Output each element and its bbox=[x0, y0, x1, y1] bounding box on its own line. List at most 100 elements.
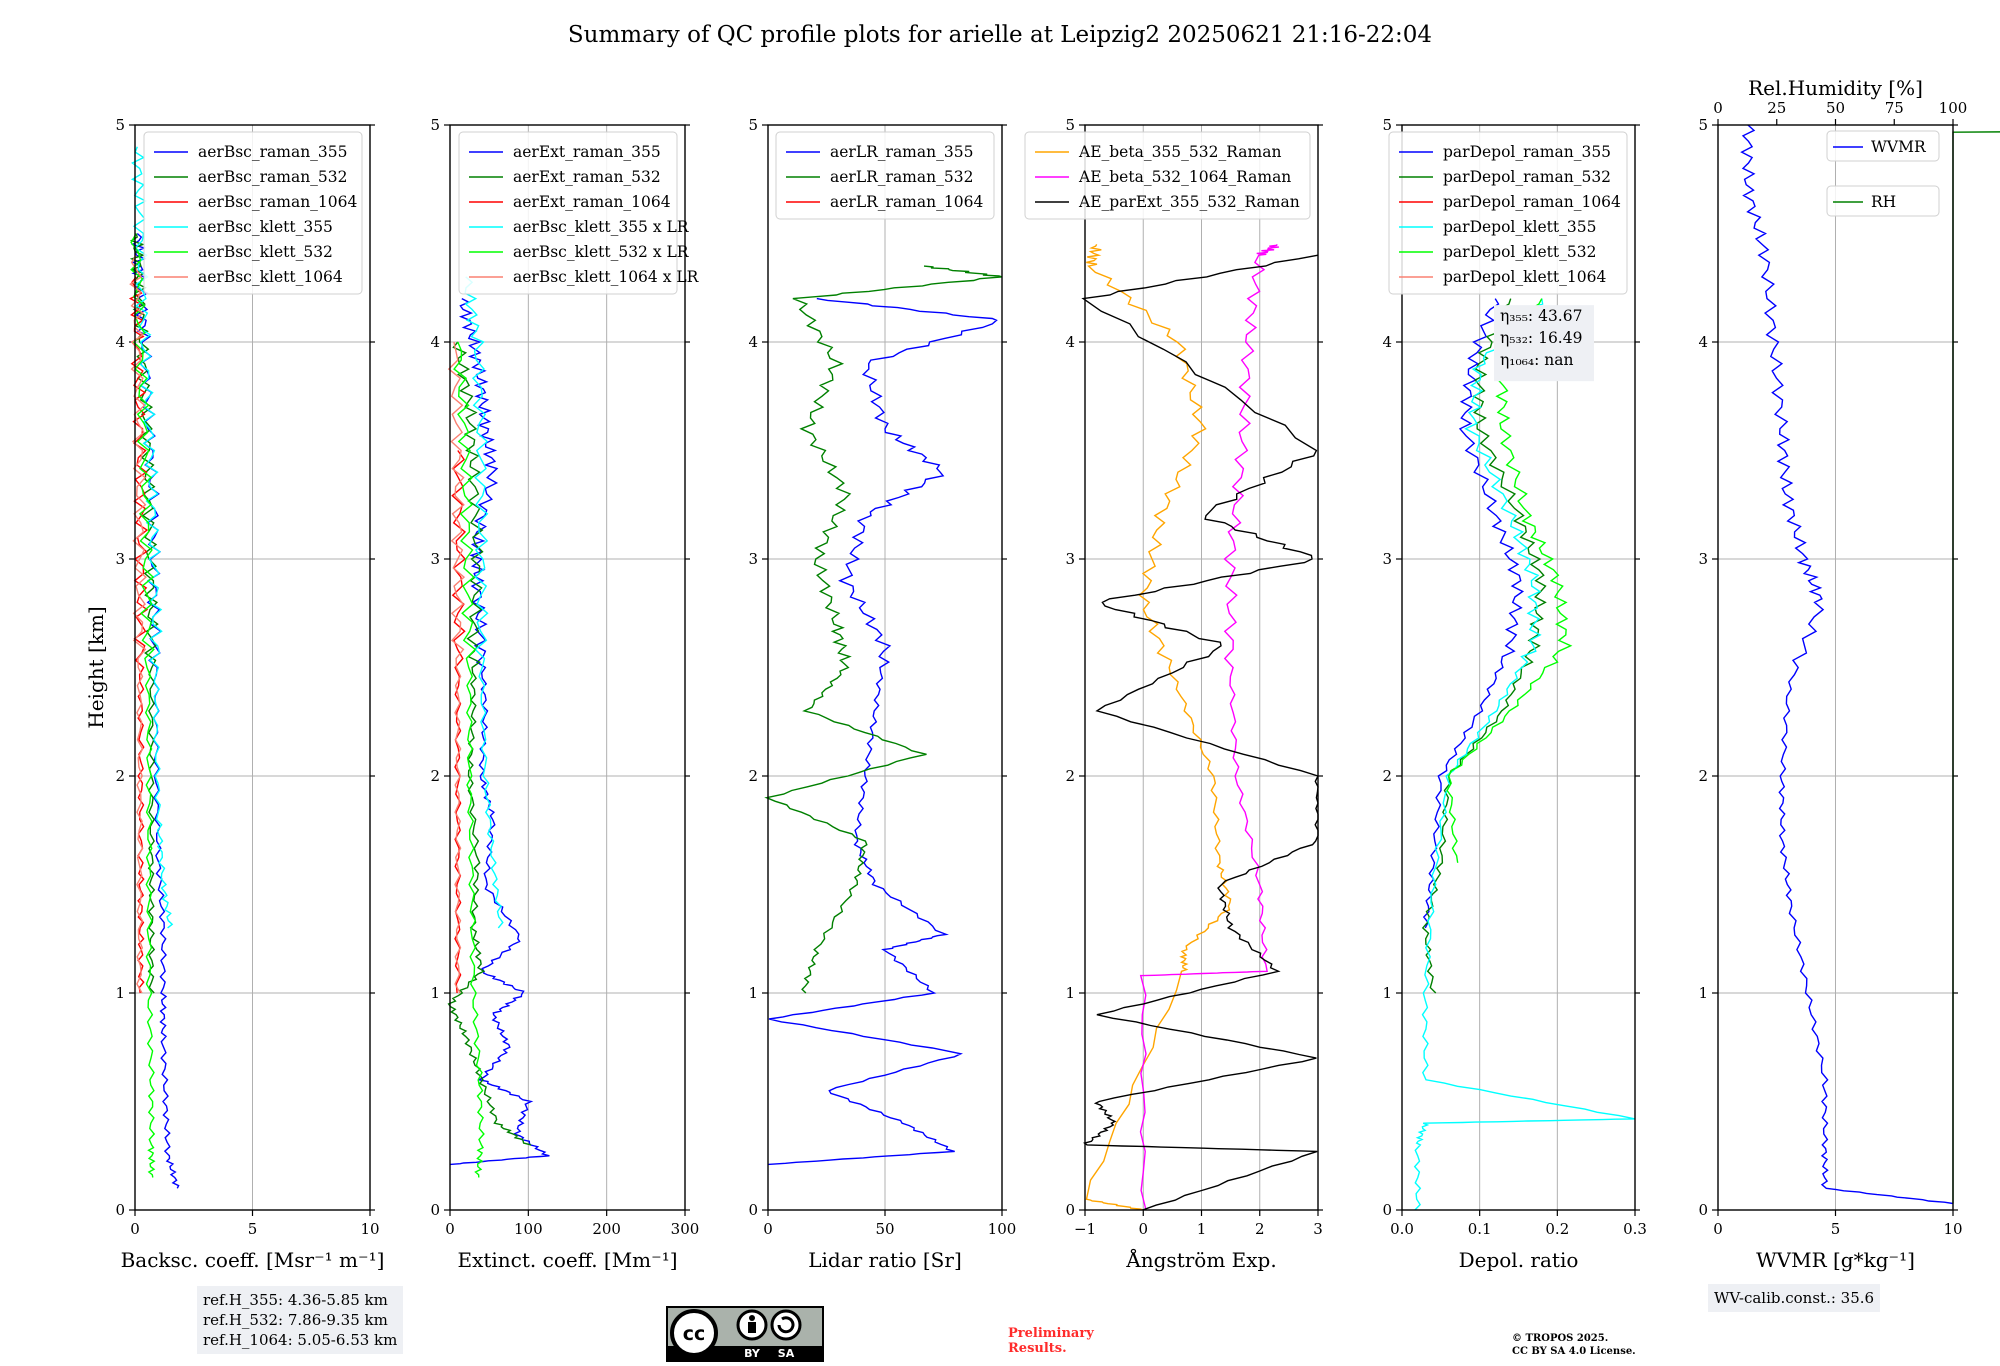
panel-6-y-tick-label: 1 bbox=[1698, 984, 1708, 1002]
panel-1-legend-label: aerBsc_klett_1064 bbox=[198, 268, 343, 286]
panel-5-series-line bbox=[1413, 298, 1636, 1211]
panel-4-legend-label: AE_beta_355_532_Raman bbox=[1078, 143, 1281, 161]
panel-2-series-line bbox=[464, 276, 504, 929]
panel-1-x-tick-label: 5 bbox=[248, 1220, 258, 1238]
panel-4-legend-box bbox=[1024, 131, 1311, 220]
panel-2-legend-label: aerBsc_klett_1064 x LR bbox=[513, 268, 700, 286]
ref-height-355: ref.H_355: 4.36-5.85 km bbox=[203, 1291, 388, 1309]
panel-4-x-tick-label: 1 bbox=[1197, 1220, 1207, 1238]
panel-2-legend-label: aerExt_raman_532 bbox=[513, 168, 661, 186]
panel-6-y-tick-label: 2 bbox=[1698, 767, 1708, 785]
preliminary-line-2: Results. bbox=[1008, 1341, 1067, 1356]
panel-6-axes-frame bbox=[1717, 124, 1954, 1211]
panel-3-y-tick-label: 5 bbox=[748, 116, 758, 134]
panel-5-series-line bbox=[1422, 298, 1525, 929]
panel-5-y-tick-label: 2 bbox=[1382, 767, 1392, 785]
panel-5-y-tick-label: 1 bbox=[1382, 984, 1392, 1002]
panel-4-x-axis-label: Ångström Exp. bbox=[1125, 1247, 1276, 1272]
panel-6-y-tick-label: 3 bbox=[1698, 550, 1708, 568]
panel-2-axes-frame bbox=[449, 124, 686, 1211]
panel-2-x-tick-label: 0 bbox=[445, 1220, 455, 1238]
panel-1-series-line bbox=[130, 146, 174, 929]
copyright-line-2: CC BY SA 4.0 License. bbox=[1512, 1346, 1636, 1357]
panel-1-y-tick-label: 4 bbox=[115, 333, 125, 351]
panel-6-x-tick-label: 0 bbox=[1713, 1220, 1723, 1238]
panel-3-series-line bbox=[764, 265, 1003, 994]
panel-3-y-tick-label: 3 bbox=[748, 550, 758, 568]
copyright-line-1: © TROPOS 2025. bbox=[1512, 1333, 1609, 1344]
panel-5-x-tick-label: 0.1 bbox=[1468, 1220, 1492, 1238]
panel-4-series-line bbox=[1139, 244, 1279, 1211]
panel-1-axes-frame bbox=[134, 124, 371, 1211]
panel-2-x-tick-label: 200 bbox=[592, 1220, 621, 1238]
panel-4-legend-label: AE_parExt_355_532_Raman bbox=[1078, 193, 1300, 211]
panel-1-legend-label: aerBsc_klett_532 bbox=[198, 243, 333, 261]
panel-1-series-line bbox=[129, 254, 147, 994]
panel-3-axes-frame bbox=[767, 124, 1003, 1211]
panel-2-series-line bbox=[447, 341, 466, 994]
panel-6-y-tick-label: 0 bbox=[1698, 1201, 1708, 1219]
panel-6-x2-axis-label: Rel.Humidity [%] bbox=[1748, 76, 1923, 100]
panel-4-axes-frame bbox=[1084, 124, 1319, 1211]
cc-label: cc bbox=[683, 1323, 706, 1345]
by-label: BY bbox=[744, 1347, 761, 1360]
panel-6-x2-tick-label: 0 bbox=[1713, 99, 1723, 117]
panel-1-legend-label: aerBsc_klett_355 bbox=[198, 218, 333, 236]
panel-5-legend-label: parDepol_klett_355 bbox=[1443, 218, 1596, 236]
panel-2-y-tick-label: 2 bbox=[430, 767, 440, 785]
panel-5-x-tick-label: 0.3 bbox=[1623, 1220, 1647, 1238]
panel-1-legend-label: aerBsc_raman_532 bbox=[198, 168, 348, 186]
panel-6-x-axis-label: WVMR [g*kg⁻¹] bbox=[1756, 1248, 1915, 1272]
panel-5-annotation-line: η₅₃₂: 16.49 bbox=[1500, 329, 1582, 347]
panel-6-series-line bbox=[1740, 124, 1954, 1205]
panel-3-legend-box bbox=[775, 131, 995, 220]
panel-3-x-tick-label: 0 bbox=[763, 1220, 773, 1238]
panel-6-x-tick-label: 10 bbox=[1943, 1220, 1962, 1238]
panel-3-series-line bbox=[767, 297, 998, 1166]
panel-1-y-tick-label: 1 bbox=[115, 984, 125, 1002]
panel-2-legend-box bbox=[458, 131, 678, 295]
wv-calibration-box: WV-calib.const.: 35.6 bbox=[1708, 1284, 1881, 1312]
panel-2-y-tick-label: 0 bbox=[430, 1201, 440, 1219]
copyright-note: © TROPOS 2025. CC BY SA 4.0 License. bbox=[1512, 1332, 1636, 1358]
panel-3-y-tick-label: 0 bbox=[748, 1201, 758, 1219]
panel-6-x2-tick-label: 50 bbox=[1826, 99, 1845, 117]
panel-6-x2-tick-label: 100 bbox=[1939, 99, 1968, 117]
panel-4-y-tick-label: 5 bbox=[1065, 116, 1075, 134]
panel-3-x-tick-label: 50 bbox=[875, 1220, 894, 1238]
panel-3-legend-label: aerLR_raman_532 bbox=[830, 168, 973, 186]
panel-6-x2-tick-label: 75 bbox=[1885, 99, 1904, 117]
panel-5-y-tick-label: 4 bbox=[1382, 333, 1392, 351]
panel-1-y-tick-label: 3 bbox=[115, 550, 125, 568]
panel-5-annotation-box bbox=[1494, 305, 1594, 382]
panel-5-legend-label: parDepol_klett_532 bbox=[1443, 243, 1596, 261]
panel-2-legend-label: aerExt_raman_355 bbox=[513, 143, 661, 161]
panel-5-legend-label: parDepol_raman_532 bbox=[1443, 168, 1611, 186]
panel-4-x-tick-label: 2 bbox=[1255, 1220, 1265, 1238]
panel-2-y-tick-label: 1 bbox=[430, 984, 440, 1002]
panel-1-y-tick-label: 0 bbox=[115, 1201, 125, 1219]
panel-4-legend-label: AE_beta_532_1064_Raman bbox=[1078, 168, 1291, 186]
reference-height-box: ref.H_355: 4.36-5.85 km ref.H_532: 7.86-… bbox=[197, 1286, 404, 1354]
panel-6-legend-box bbox=[1826, 185, 1940, 217]
panel-5-legend-label: parDepol_klett_1064 bbox=[1443, 268, 1606, 286]
panel-5-y-tick-label: 0 bbox=[1382, 1201, 1392, 1219]
panel-2-y-tick-label: 3 bbox=[430, 550, 440, 568]
panel-2-series-line bbox=[453, 341, 485, 1178]
panel-6-x2-tick-label: 25 bbox=[1767, 99, 1786, 117]
panel-3-legend-label: aerLR_raman_1064 bbox=[830, 193, 983, 211]
sa-label: SA bbox=[778, 1347, 795, 1360]
panel-1-legend-box bbox=[143, 131, 363, 295]
panel-6-series-line bbox=[1952, 131, 2000, 1204]
panel-6-x-tick-label: 5 bbox=[1831, 1220, 1841, 1238]
panel-2-y-tick-label: 4 bbox=[430, 333, 440, 351]
panel-4-x-tick-label: −1 bbox=[1074, 1220, 1096, 1238]
panel-1-x-tick-label: 10 bbox=[360, 1220, 379, 1238]
panel-5-legend-box bbox=[1388, 131, 1628, 295]
panel-3-x-axis-label: Lidar ratio [Sr] bbox=[808, 1248, 962, 1272]
panel-5-annotation-line: η₃₅₅: 43.67 bbox=[1500, 307, 1582, 325]
ref-height-532: ref.H_532: 7.86-9.35 km bbox=[203, 1311, 388, 1329]
preliminary-line-1: Preliminary bbox=[1008, 1326, 1094, 1341]
panel-2-series-line bbox=[449, 297, 550, 1166]
panel-5-annotation-line: η₁₀₆₄: nan bbox=[1500, 351, 1574, 369]
